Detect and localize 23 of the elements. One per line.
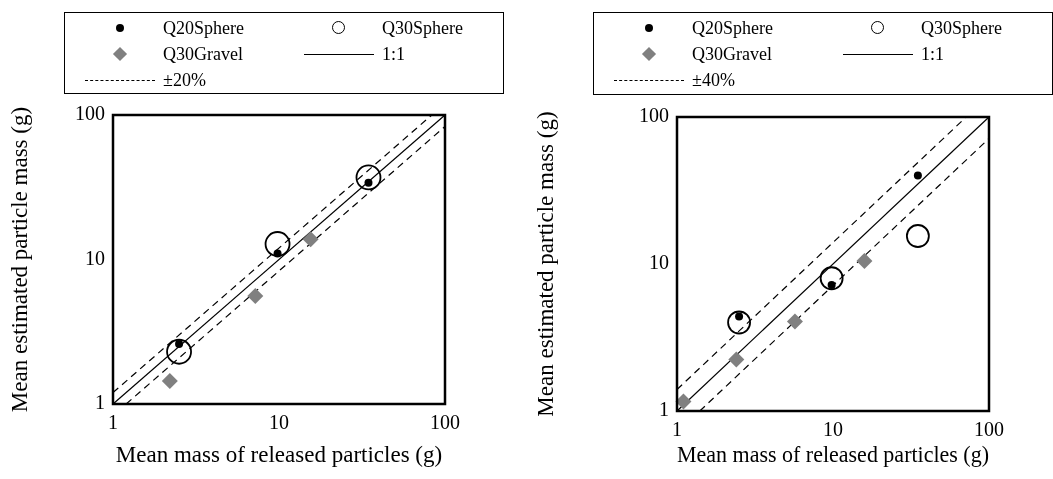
x-tick-label: 100 — [430, 411, 460, 434]
y-tick-label: 100 — [75, 102, 105, 125]
x-tick-label: 10 — [823, 418, 843, 441]
y-axis-title: Mean estimated particle mass (g) — [6, 106, 32, 413]
legend-label: Q30Gravel — [692, 43, 772, 66]
legend-label: Q30Gravel — [163, 43, 243, 66]
y-tick-label: 10 — [85, 246, 105, 269]
legend-label: 1:1 — [921, 43, 945, 66]
y-tick-label: 1 — [95, 391, 105, 414]
y-axis-title: Mean estimated particle mass (g) — [532, 111, 558, 417]
y-tick-label: 10 — [649, 251, 669, 274]
legend-label: 1:1 — [382, 43, 406, 66]
y-tick-label: 100 — [639, 104, 669, 127]
x-tick-label: 10 — [269, 411, 289, 434]
legend-label: Q30Sphere — [921, 17, 1002, 40]
x-axis-title: Mean mass of released particles (g) — [677, 441, 989, 468]
legend-label: ±40% — [692, 69, 735, 92]
legend-label: Q20Sphere — [692, 17, 773, 40]
legend-label: ±20% — [163, 69, 206, 92]
x-axis-title: Mean mass of released particles (g) — [115, 442, 443, 468]
legend-label: Q30Sphere — [382, 17, 463, 40]
x-tick-label: 100 — [974, 418, 1004, 441]
legend-label: Q20Sphere — [163, 17, 244, 40]
